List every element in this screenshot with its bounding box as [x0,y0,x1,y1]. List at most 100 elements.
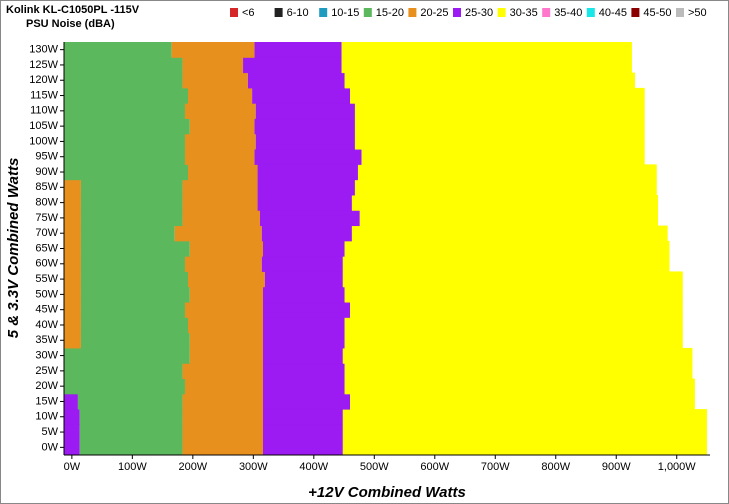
heat-cell [344,72,635,89]
heat-cell [64,393,78,410]
y-tick-label: 70W [35,227,58,239]
heat-cell [254,118,355,135]
x-axis-title: +12V Combined Watts [308,484,466,501]
legend-swatch [497,8,506,17]
heat-cell [243,57,342,74]
heat-cell [80,286,190,303]
heat-cell [344,378,695,395]
heat-cell [361,149,645,165]
legend-label: 25-30 [465,7,493,19]
heat-cell [257,194,352,211]
legend-label: 40-45 [599,7,627,19]
y-tick-label: 105W [29,120,58,132]
y-tick-label: 80W [35,197,58,209]
legend-label: 10-15 [331,7,359,19]
heat-cell [80,179,183,196]
y-tick-label: 60W [35,258,58,270]
heat-cell [344,317,683,334]
heat-cell [351,225,668,242]
heat-cell [184,103,256,119]
heat-cell [344,332,683,349]
heat-cell [182,409,264,425]
y-tick-label: 125W [29,59,58,71]
heat-cell [182,393,264,410]
heat-cell [64,439,80,456]
heat-cell [257,179,355,196]
heat-cell [64,347,190,364]
heat-cell [263,439,343,456]
heat-cell [264,271,343,288]
heat-cell [254,42,342,58]
heat-cell [189,118,255,135]
y-tick-label: 20W [35,380,58,392]
legend-swatch [363,8,372,17]
heat-cell [350,87,645,104]
y-tick-label: 120W [29,74,58,86]
heat-cell [182,363,264,380]
legend-swatch [542,8,551,17]
heat-cell [259,210,360,227]
legend-swatch [676,8,684,17]
heat-cell [344,240,670,257]
x-tick-label: 100W [118,461,147,473]
heat-cell [261,256,343,272]
legend-label: >50 [688,7,707,19]
heat-cell [64,87,188,104]
heat-cell [64,271,81,288]
heat-cell [77,393,183,410]
heat-cell [182,72,248,89]
heat-cell [189,332,264,349]
y-tick-label: 115W [30,89,59,101]
heat-cell [184,302,264,318]
heat-cell [263,409,343,425]
y-tick-label: 65W [35,242,58,254]
heat-cell [350,393,695,410]
heat-cell [359,210,658,227]
y-tick-label: 90W [35,166,58,178]
heat-cell [182,439,264,456]
heat-cell [64,179,81,196]
heat-cell [263,317,345,334]
y-tick-label: 45W [35,304,58,316]
heat-cell [64,317,81,334]
heat-cell [189,240,264,257]
heat-cell [184,133,256,150]
heat-cell [344,286,683,303]
y-tick-label: 75W [35,212,58,224]
y-tick-label: 35W [35,334,58,346]
heat-cell [64,210,81,227]
legend-swatch [453,8,461,17]
y-tick-label: 40W [35,319,58,331]
y-tick-label: 30W [35,349,58,361]
heat-cell [263,332,345,349]
heat-cell [344,363,693,380]
heat-cell [247,72,345,89]
x-tick-label: 700W [481,461,510,473]
heat-cell [64,378,185,395]
x-tick-label: 800W [541,461,570,473]
y-tick-label: 10W [35,411,58,423]
legend-label: 35-40 [554,7,582,19]
heat-cell [342,347,693,364]
y-tick-label: 130W [29,44,58,56]
heat-cell [354,133,645,150]
heat-cell [187,87,253,104]
heat-cell [342,424,707,441]
legend-label: 30-35 [510,7,538,19]
heat-cell [80,210,183,227]
heat-cell [351,194,658,211]
legend-swatch [230,8,238,17]
y-tick-label: 100W [29,135,58,147]
chart-title: Kolink KL-C1050PL -115V [6,4,140,16]
heat-cell [342,256,670,272]
heat-cell [254,149,362,165]
heat-cell [182,210,260,227]
heat-cell [64,302,81,318]
heat-cell [64,57,183,74]
y-tick-label: 50W [35,288,58,300]
heat-cell [354,179,657,196]
heat-cell [182,57,244,74]
heat-cell [174,225,262,242]
heat-cell [342,271,683,288]
x-tick-label: 200W [178,461,207,473]
